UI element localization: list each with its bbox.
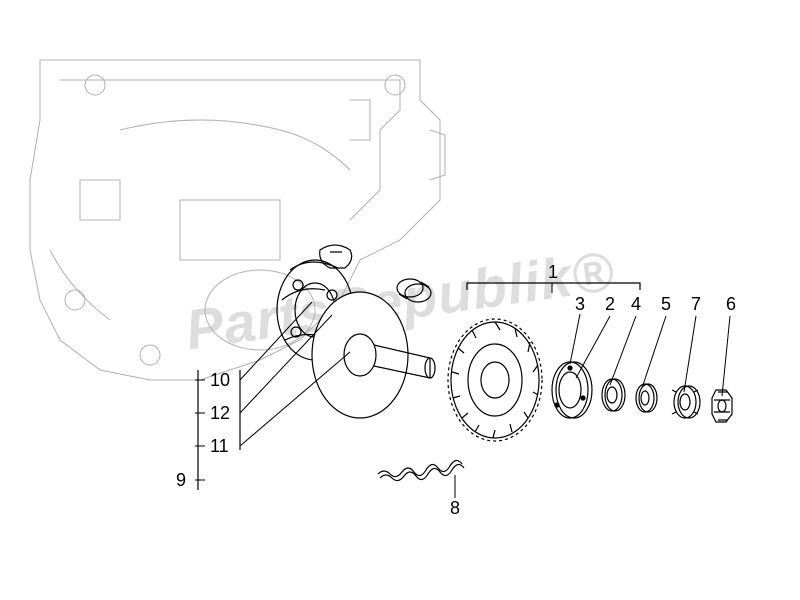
callout-6: 6: [726, 294, 736, 315]
part-washer-a: [602, 379, 625, 411]
part-spring: [378, 460, 464, 480]
part-spacer-ring: [552, 362, 592, 418]
callout-9: 9: [176, 470, 186, 491]
callout-10: 10: [210, 370, 230, 391]
part-fan-pulley: [448, 319, 542, 441]
callout-2: 2: [605, 294, 615, 315]
callout-5: 5: [661, 294, 671, 315]
callout-4: 4: [631, 294, 641, 315]
callout-8: 8: [450, 498, 460, 519]
callout-12: 12: [210, 403, 230, 424]
part-roller-bushing: [397, 279, 431, 302]
part-outer-cone: [312, 292, 435, 418]
part-shoulder-washer: [672, 386, 700, 418]
callout-7: 7: [691, 294, 701, 315]
callout-3: 3: [575, 294, 585, 315]
parts-diagram: PartsRepublik®: [0, 0, 800, 600]
exploded-parts: [0, 0, 800, 600]
part-washer-b: [636, 384, 657, 412]
callout-11: 11: [210, 436, 229, 457]
part-clip: [320, 245, 352, 268]
callout-1: 1: [548, 262, 558, 283]
